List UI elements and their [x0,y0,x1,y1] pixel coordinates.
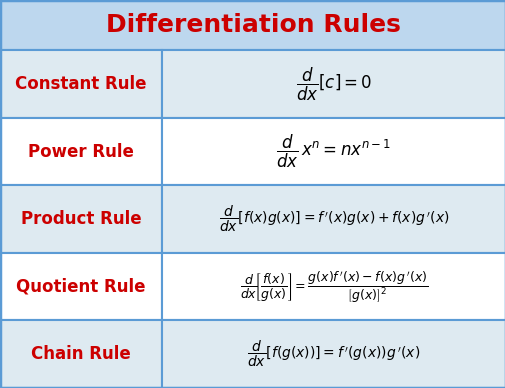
FancyBboxPatch shape [0,253,162,320]
Text: Constant Rule: Constant Rule [15,75,146,93]
Text: Chain Rule: Chain Rule [31,345,131,363]
FancyBboxPatch shape [0,0,505,50]
FancyBboxPatch shape [0,185,162,253]
Text: Power Rule: Power Rule [28,143,134,161]
FancyBboxPatch shape [162,185,505,253]
FancyBboxPatch shape [0,50,162,118]
Text: Product Rule: Product Rule [21,210,141,228]
FancyBboxPatch shape [0,118,162,185]
FancyBboxPatch shape [162,118,505,185]
Text: $\dfrac{d}{dx}[c]=0$: $\dfrac{d}{dx}[c]=0$ [295,66,372,103]
Text: $\dfrac{d}{dx}[f(x)g(x)] = f\,'(x)g(x)+f(x)g\,'(x)$: $\dfrac{d}{dx}[f(x)g(x)] = f\,'(x)g(x)+f… [218,204,448,234]
FancyBboxPatch shape [162,253,505,320]
Text: Differentiation Rules: Differentiation Rules [106,13,399,37]
Text: $\dfrac{d}{dx}\!\left[\dfrac{f(x)}{g(x)}\right]=\dfrac{g(x)f\,'(x)-f(x)g\,'(x)}{: $\dfrac{d}{dx}\!\left[\dfrac{f(x)}{g(x)}… [239,269,427,305]
FancyBboxPatch shape [162,320,505,388]
Text: Quotient Rule: Quotient Rule [16,278,145,296]
FancyBboxPatch shape [162,50,505,118]
FancyBboxPatch shape [0,320,162,388]
Text: $\dfrac{d}{dx}\,x^n = nx^{n-1}$: $\dfrac{d}{dx}\,x^n = nx^{n-1}$ [276,133,391,170]
Text: $\dfrac{d}{dx}\left[f(g(x))\right]=f\,'(g(x))g\,'(x)$: $\dfrac{d}{dx}\left[f(g(x))\right]=f\,'(… [247,339,420,369]
